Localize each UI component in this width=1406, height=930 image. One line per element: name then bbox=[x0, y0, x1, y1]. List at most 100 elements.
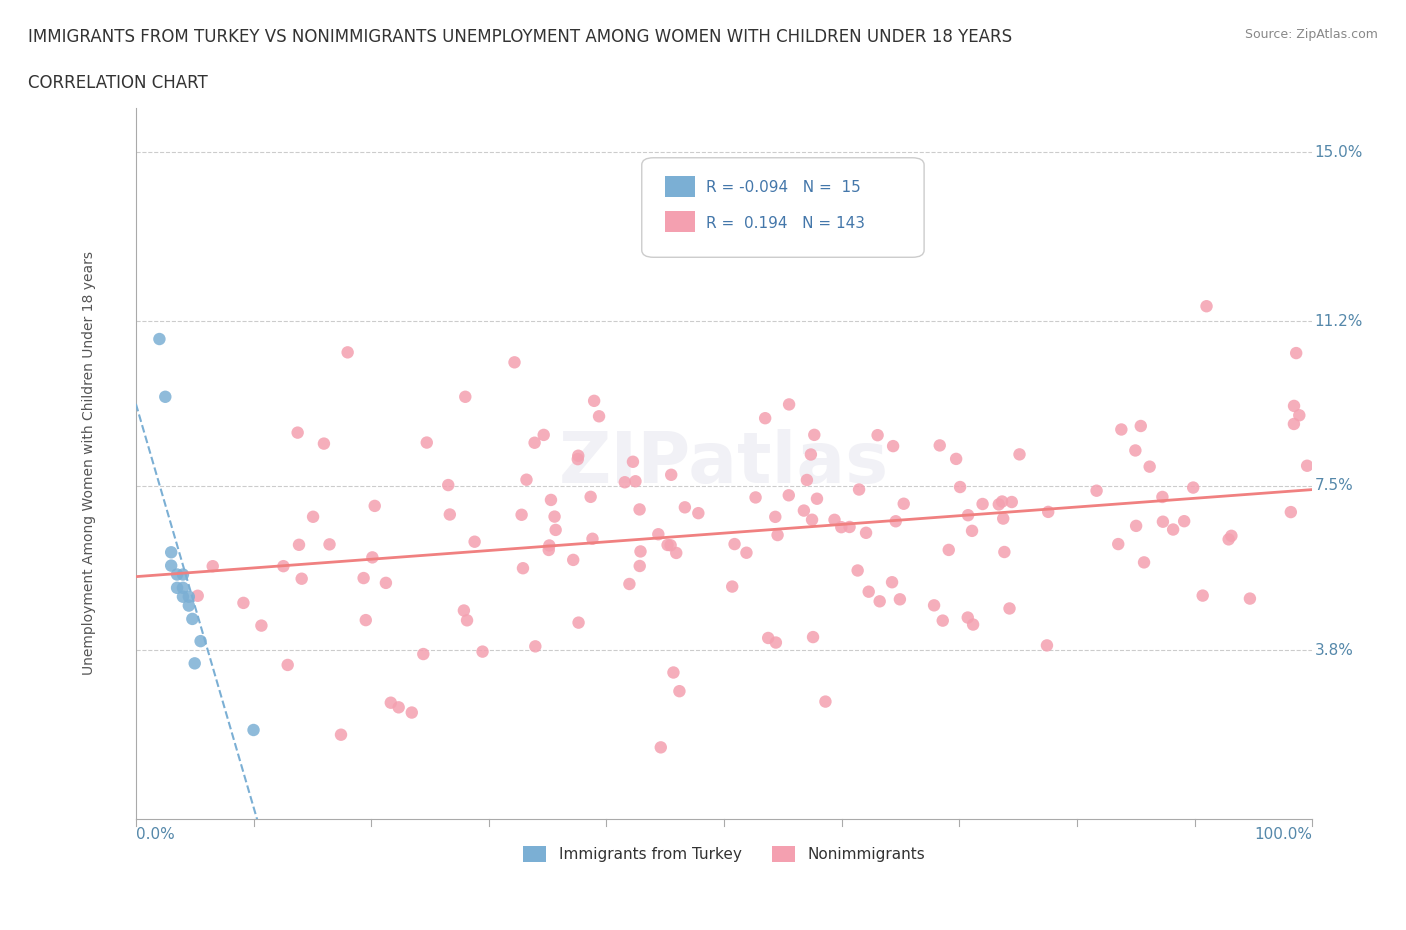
Point bbox=[765, 635, 787, 650]
Point bbox=[884, 514, 907, 529]
Point bbox=[993, 545, 1015, 560]
Point bbox=[688, 506, 710, 521]
Point bbox=[956, 610, 979, 625]
Point bbox=[515, 472, 537, 487]
Point bbox=[866, 428, 889, 443]
Point bbox=[987, 497, 1010, 512]
Point bbox=[581, 531, 603, 546]
Point bbox=[855, 525, 877, 540]
Text: 0.0%: 0.0% bbox=[136, 828, 174, 843]
Point bbox=[512, 561, 534, 576]
Point bbox=[579, 489, 602, 504]
Point bbox=[628, 559, 651, 574]
Point bbox=[668, 684, 690, 698]
Point bbox=[160, 558, 183, 573]
Point bbox=[172, 567, 194, 582]
Point bbox=[801, 512, 824, 527]
Point bbox=[647, 526, 669, 541]
Point bbox=[830, 520, 852, 535]
Point bbox=[621, 455, 644, 470]
Point bbox=[991, 494, 1014, 509]
Point bbox=[659, 538, 682, 552]
Point bbox=[380, 696, 402, 711]
Point bbox=[567, 452, 589, 467]
Point bbox=[439, 507, 461, 522]
Text: Source: ZipAtlas.com: Source: ZipAtlas.com bbox=[1244, 28, 1378, 41]
Text: R =  0.194   N = 143: R = 0.194 N = 143 bbox=[706, 216, 866, 231]
Point bbox=[628, 502, 651, 517]
Point bbox=[416, 435, 439, 450]
Point bbox=[177, 590, 200, 604]
Point bbox=[364, 498, 387, 513]
Point bbox=[503, 355, 526, 370]
Point bbox=[567, 615, 589, 630]
Point bbox=[619, 577, 641, 591]
Point bbox=[889, 591, 911, 606]
Point bbox=[1139, 459, 1161, 474]
Point bbox=[960, 524, 983, 538]
Point bbox=[800, 447, 823, 462]
Point bbox=[1129, 418, 1152, 433]
Point bbox=[838, 520, 860, 535]
Point bbox=[1279, 505, 1302, 520]
Point bbox=[412, 646, 434, 661]
Text: 3.8%: 3.8% bbox=[1315, 643, 1354, 658]
Point bbox=[273, 559, 295, 574]
Point bbox=[880, 575, 903, 590]
Point bbox=[998, 601, 1021, 616]
Text: 11.2%: 11.2% bbox=[1315, 313, 1362, 329]
Point bbox=[848, 482, 870, 497]
Point bbox=[957, 508, 980, 523]
Point bbox=[814, 694, 837, 709]
Point bbox=[723, 537, 745, 551]
Point bbox=[793, 503, 815, 518]
Point bbox=[187, 589, 209, 604]
Point bbox=[353, 571, 375, 586]
Point bbox=[190, 633, 212, 648]
Point bbox=[524, 639, 547, 654]
Point bbox=[166, 580, 188, 595]
Point bbox=[624, 473, 647, 488]
Text: R = -0.094   N =  15: R = -0.094 N = 15 bbox=[706, 180, 862, 195]
Point bbox=[1239, 591, 1261, 606]
Point bbox=[796, 472, 818, 487]
Text: Unemployment Among Women with Children Under 18 years: Unemployment Among Women with Children U… bbox=[82, 251, 96, 675]
Bar bbox=[665, 176, 695, 197]
Point bbox=[858, 584, 880, 599]
Point bbox=[172, 590, 194, 604]
Point bbox=[318, 537, 340, 551]
Point bbox=[583, 393, 606, 408]
Point bbox=[1125, 443, 1147, 458]
Point bbox=[1220, 528, 1243, 543]
Point bbox=[287, 425, 309, 440]
Point bbox=[277, 658, 299, 672]
Point bbox=[437, 478, 460, 493]
Point bbox=[183, 656, 205, 671]
Point bbox=[630, 544, 652, 559]
Point bbox=[803, 428, 825, 443]
Point bbox=[756, 631, 779, 645]
Point bbox=[972, 497, 994, 512]
Point bbox=[962, 618, 984, 632]
Point bbox=[949, 480, 972, 495]
Point bbox=[1282, 398, 1305, 413]
Point bbox=[721, 579, 744, 594]
Point bbox=[993, 512, 1015, 526]
Point bbox=[456, 613, 478, 628]
Point bbox=[744, 490, 766, 505]
Point bbox=[735, 545, 758, 560]
Point bbox=[613, 475, 636, 490]
Point bbox=[537, 542, 560, 557]
Point bbox=[1218, 532, 1240, 547]
Point bbox=[464, 534, 486, 549]
Point bbox=[401, 705, 423, 720]
Point bbox=[1001, 495, 1024, 510]
Point bbox=[1282, 417, 1305, 432]
Point bbox=[650, 740, 672, 755]
Point bbox=[778, 488, 800, 503]
Point bbox=[882, 439, 904, 454]
FancyBboxPatch shape bbox=[641, 158, 924, 258]
Point bbox=[922, 598, 945, 613]
Point bbox=[763, 510, 786, 525]
Point bbox=[928, 438, 950, 453]
